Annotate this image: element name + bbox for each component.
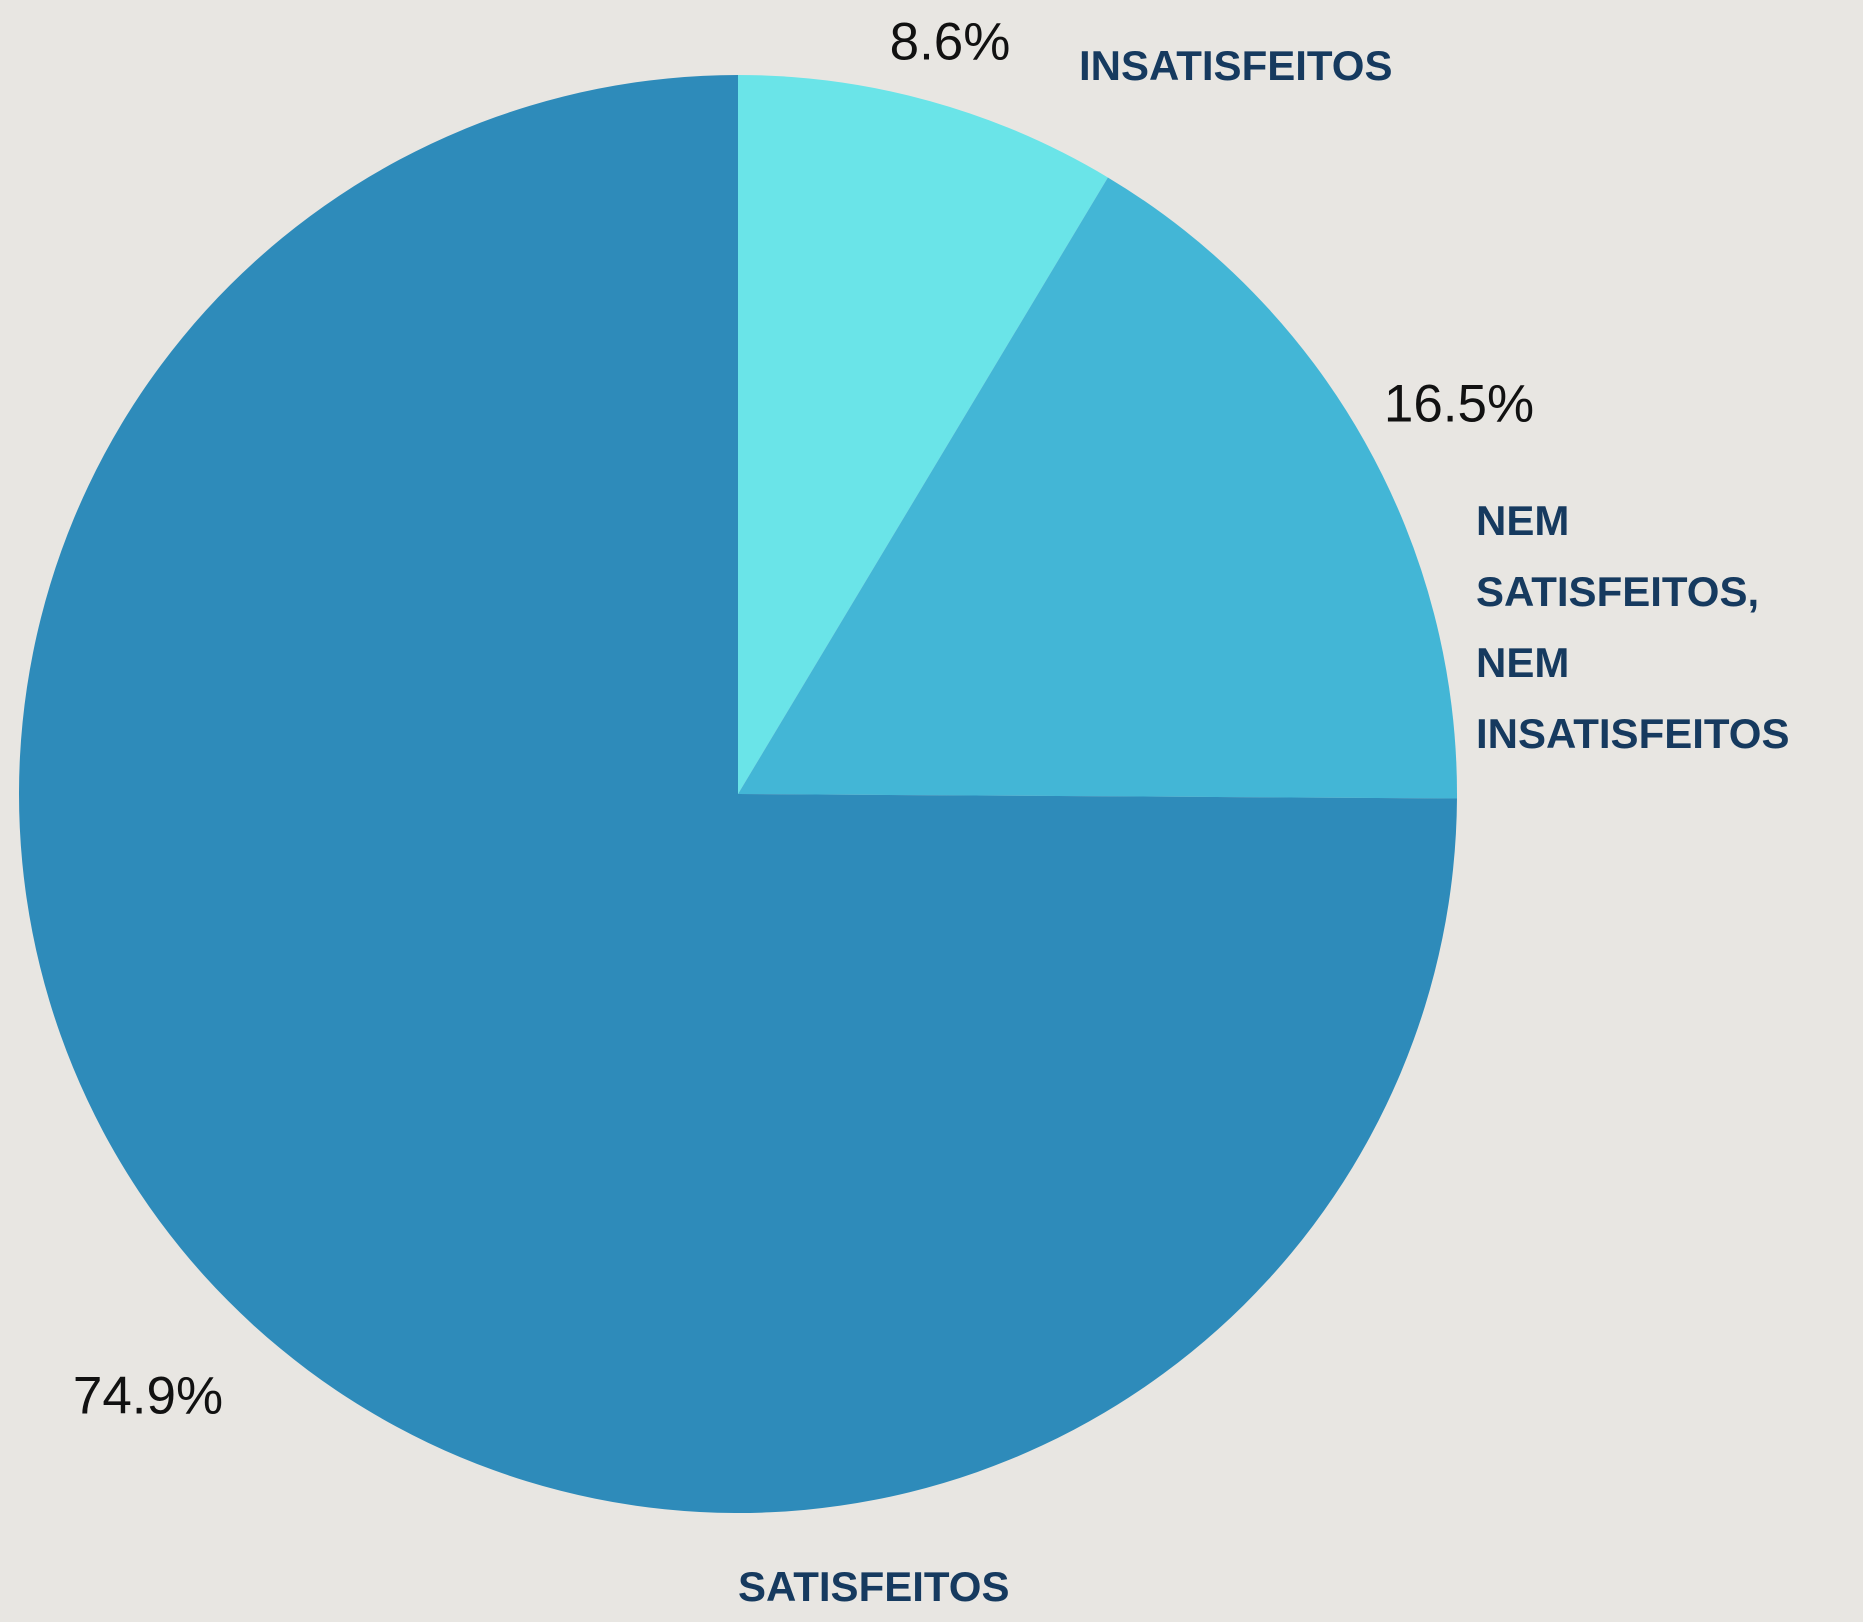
pie-slice <box>738 75 1108 794</box>
pie-slice <box>18 75 1457 1514</box>
category-label: SATISFEITOS <box>738 1563 1010 1610</box>
value-label: 16.5% <box>1383 374 1535 434</box>
pie-slice <box>738 177 1457 799</box>
value-label: 8.6% <box>889 12 1011 72</box>
value-label: 74.9% <box>72 1366 224 1426</box>
category-label: INSATISFEITOS <box>1079 42 1393 89</box>
category-label: NEM SATISFEITOS, NEM INSATISFEITOS <box>1476 497 1790 757</box>
